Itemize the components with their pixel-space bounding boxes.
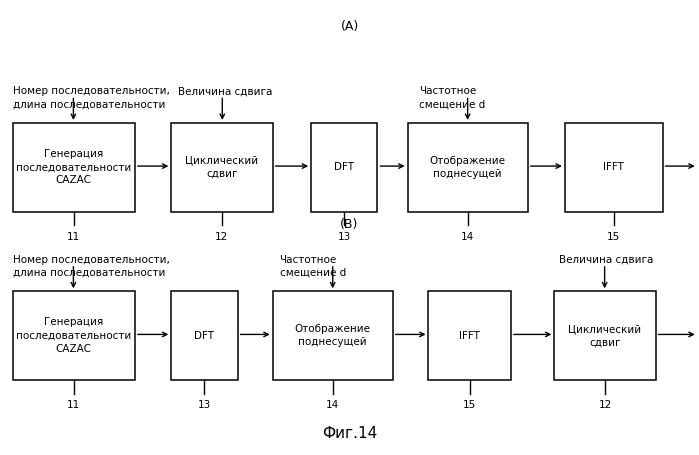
FancyBboxPatch shape — [13, 291, 135, 380]
FancyBboxPatch shape — [428, 291, 511, 380]
Text: (A): (A) — [340, 20, 359, 34]
FancyBboxPatch shape — [408, 123, 528, 212]
Text: Генерация
последовательности
CAZAC: Генерация последовательности CAZAC — [16, 318, 131, 354]
Text: 13: 13 — [338, 232, 351, 242]
Text: 15: 15 — [607, 232, 620, 242]
Text: 15: 15 — [463, 400, 476, 410]
Text: 12: 12 — [598, 400, 612, 410]
Text: Фиг.14: Фиг.14 — [322, 426, 377, 441]
FancyBboxPatch shape — [13, 123, 135, 212]
Text: 11: 11 — [67, 400, 80, 410]
FancyBboxPatch shape — [171, 123, 273, 212]
Text: 11: 11 — [67, 232, 80, 242]
Text: 14: 14 — [461, 232, 474, 242]
Text: Генерация
последовательности
CAZAC: Генерация последовательности CAZAC — [16, 149, 131, 186]
Text: 14: 14 — [326, 400, 339, 410]
Text: Величина сдвига: Величина сдвига — [178, 86, 273, 96]
FancyBboxPatch shape — [311, 123, 377, 212]
Text: DFT: DFT — [194, 331, 215, 340]
FancyBboxPatch shape — [554, 291, 656, 380]
Text: 13: 13 — [198, 400, 211, 410]
FancyBboxPatch shape — [171, 291, 238, 380]
Text: IFFT: IFFT — [603, 162, 624, 172]
Text: Номер последовательности,
длина последовательности: Номер последовательности, длина последов… — [13, 255, 169, 278]
Text: DFT: DFT — [334, 162, 354, 172]
Text: Частотное
смещение d: Частотное смещение d — [419, 86, 486, 110]
Text: 12: 12 — [215, 232, 229, 242]
Text: Циклический
сдвиг: Циклический сдвиг — [568, 324, 642, 347]
FancyBboxPatch shape — [273, 291, 393, 380]
Text: IFFT: IFFT — [459, 331, 480, 340]
Text: Отображение
поднесущей: Отображение поднесущей — [430, 156, 505, 179]
Text: Отображение
поднесущей: Отображение поднесущей — [295, 324, 370, 347]
Text: (B): (B) — [340, 218, 359, 232]
Text: Номер последовательности,
длина последовательности: Номер последовательности, длина последов… — [13, 86, 169, 110]
Text: Величина сдвига: Величина сдвига — [559, 255, 654, 265]
Text: Циклический
сдвиг: Циклический сдвиг — [185, 156, 259, 179]
FancyBboxPatch shape — [565, 123, 663, 212]
Text: Частотное
смещение d: Частотное смещение d — [280, 255, 346, 278]
